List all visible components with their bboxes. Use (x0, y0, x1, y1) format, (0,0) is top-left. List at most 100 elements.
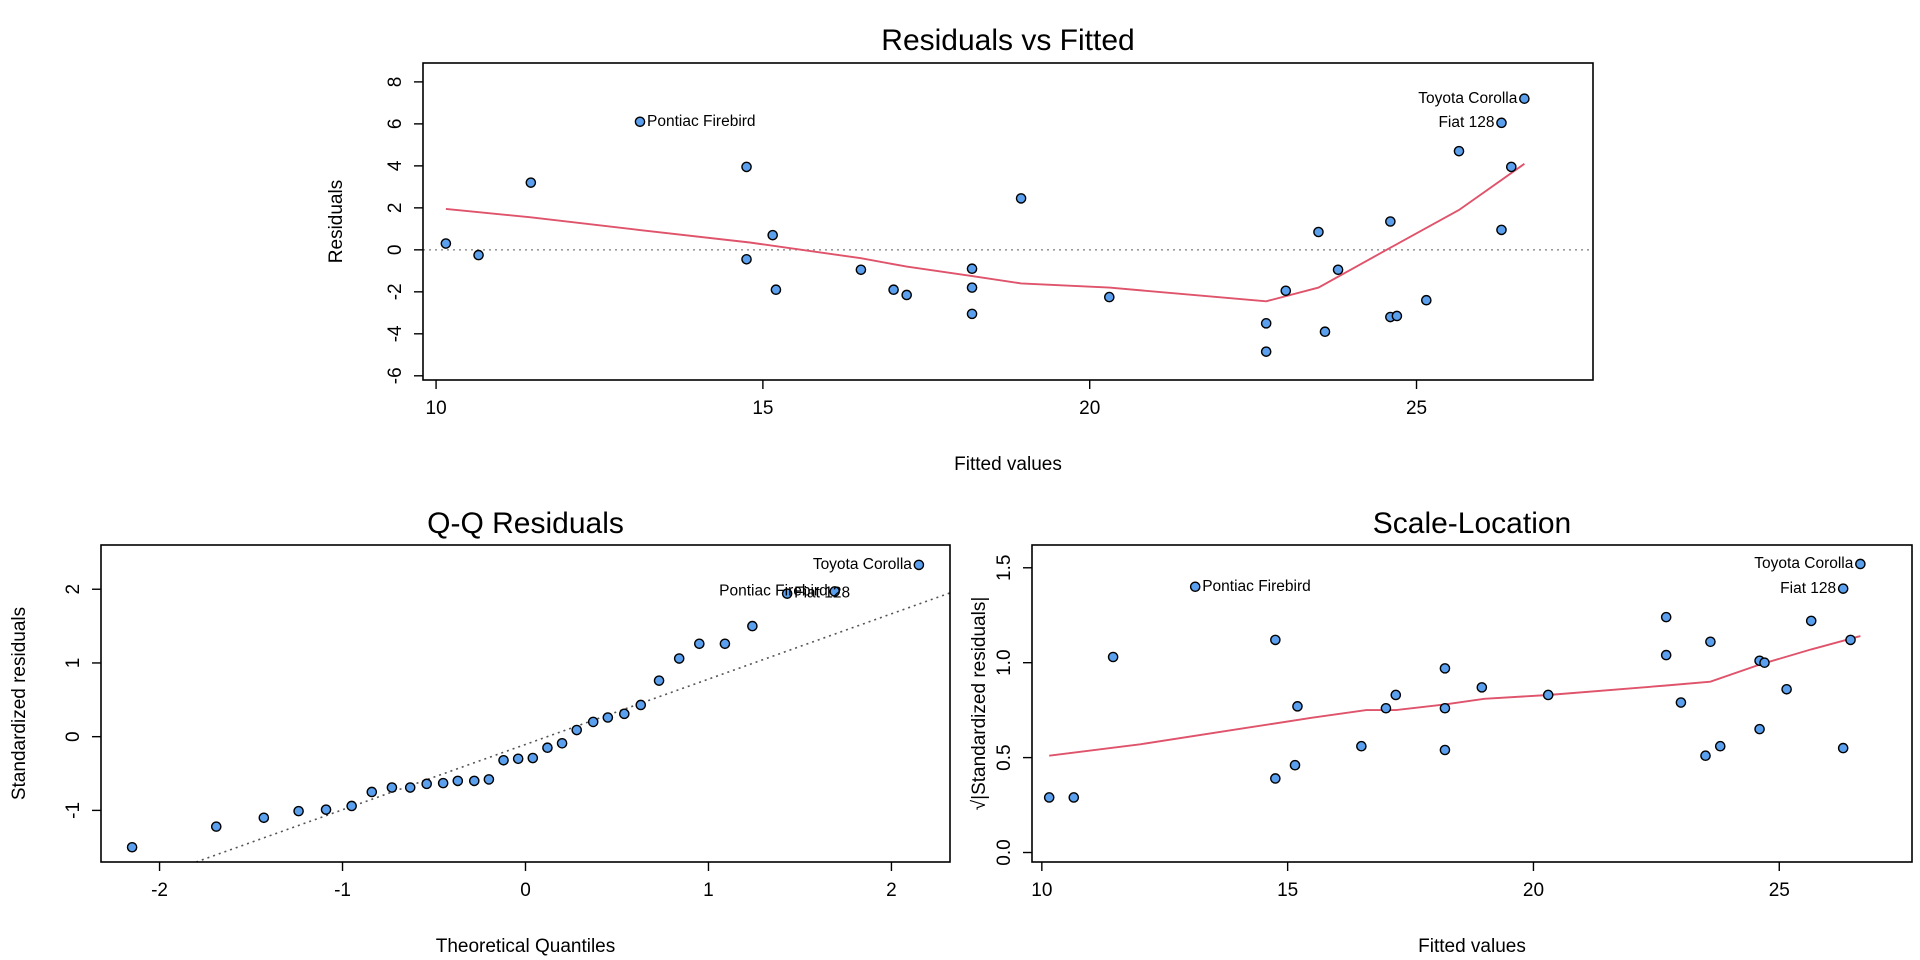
plot-frame (1031, 544, 1913, 863)
point-label: Fiat 128 (1780, 580, 1836, 597)
y-axis-label: Residuals (326, 180, 347, 263)
data-point (571, 724, 583, 736)
data-point (1380, 702, 1392, 714)
data-point (542, 742, 553, 754)
data-point (452, 775, 464, 787)
y-tick-label: 2 (63, 584, 84, 595)
data-point (1189, 581, 1201, 593)
smoother-line (1049, 635, 1861, 757)
data-point (635, 699, 647, 711)
data-point (653, 675, 665, 686)
point-label: Pontiac Firebird (647, 113, 756, 130)
data-point (1660, 649, 1672, 661)
data-point (602, 712, 614, 723)
data-point (421, 778, 432, 790)
data-point (767, 229, 778, 241)
data-point (1270, 773, 1281, 784)
data-point (1356, 740, 1367, 752)
data-point (634, 116, 646, 128)
data-point (966, 308, 978, 320)
data-point (468, 775, 480, 787)
data-point (1759, 657, 1770, 668)
data-point (1107, 651, 1119, 663)
x-tick-label: -1 (334, 880, 351, 901)
x-tick-label: 25 (1406, 398, 1427, 419)
data-point (619, 708, 630, 720)
data-point (525, 177, 537, 188)
data-point (366, 786, 378, 798)
data-point (556, 738, 568, 749)
data-point (1319, 326, 1331, 338)
point-label: Fiat 128 (1438, 114, 1494, 131)
chart-title: Q-Q Residuals (427, 507, 624, 540)
y-tick-label: 1.5 (994, 555, 1015, 581)
x-tick-label: 10 (426, 398, 447, 419)
chart-panel-3: Scale-Location Fitted values √|Standardize… (969, 507, 1913, 957)
data-point (673, 653, 685, 664)
data-point (1068, 792, 1080, 803)
point-label: Toyota Corolla (813, 556, 912, 573)
x-tick-label: 20 (1079, 398, 1100, 419)
data-point (1439, 744, 1451, 756)
point-label: Fiat 128 (794, 585, 850, 602)
data-point (1439, 663, 1451, 674)
point-label: Toyota Corolla (1418, 90, 1517, 107)
x-tick-label: 0 (520, 880, 531, 901)
y-tick-label: -6 (385, 367, 406, 384)
data-point (258, 812, 270, 824)
data-point (1700, 750, 1711, 762)
data-point (293, 805, 304, 817)
y-tick-label: -2 (385, 283, 406, 300)
data-point (1855, 558, 1866, 570)
y-tick-label: 8 (385, 77, 406, 88)
x-tick-label: 15 (752, 398, 773, 419)
y-tick-label: 4 (385, 160, 406, 171)
data-point (440, 238, 452, 249)
data-point (1496, 224, 1507, 236)
y-tick-label: 1 (63, 658, 84, 669)
data-point (587, 716, 599, 728)
data-point (1519, 93, 1530, 104)
y-tick-label: -4 (385, 325, 406, 342)
x-axis-label: Fitted values (1418, 936, 1526, 957)
data-point (126, 841, 138, 853)
data-point (1837, 583, 1849, 594)
data-point (1754, 723, 1765, 735)
data-point (346, 800, 357, 812)
x-tick-label: 1 (703, 880, 714, 901)
data-point (512, 753, 524, 765)
data-point (1289, 759, 1301, 771)
smoother-line (445, 163, 1525, 303)
data-point (888, 284, 899, 296)
data-point (1104, 291, 1115, 303)
data-point (210, 821, 222, 832)
y-tick-label: 2 (385, 203, 406, 214)
data-point (913, 559, 925, 571)
data-point (741, 161, 752, 173)
data-point (1015, 193, 1027, 204)
data-point (1781, 683, 1792, 695)
chart-panel-1: Residuals vs Fitted Fitted values Residual… (326, 24, 1594, 475)
data-point (829, 586, 841, 597)
data-point (1805, 615, 1817, 627)
y-tick-label: 1.0 (994, 649, 1015, 675)
data-point (1260, 318, 1272, 329)
data-point (437, 777, 449, 789)
chart-title: Residuals vs Fitted (881, 24, 1134, 57)
data-point (781, 588, 793, 599)
data-point (966, 263, 978, 275)
data-point (747, 620, 758, 632)
x-axis-label: Fitted values (954, 454, 1062, 475)
data-point (1496, 117, 1507, 129)
x-tick-label: 25 (1769, 880, 1790, 901)
data-point (527, 752, 539, 764)
data-point (1453, 145, 1465, 157)
data-point (1439, 702, 1451, 714)
y-axis-label: √|Standardized residuals| (969, 597, 990, 811)
point-label: Pontiac Firebird (1202, 578, 1311, 595)
point-label: Pontiac Firebird (719, 583, 828, 600)
data-point (1385, 216, 1396, 227)
y-tick-label: 0 (63, 731, 84, 742)
data-point (770, 284, 782, 296)
